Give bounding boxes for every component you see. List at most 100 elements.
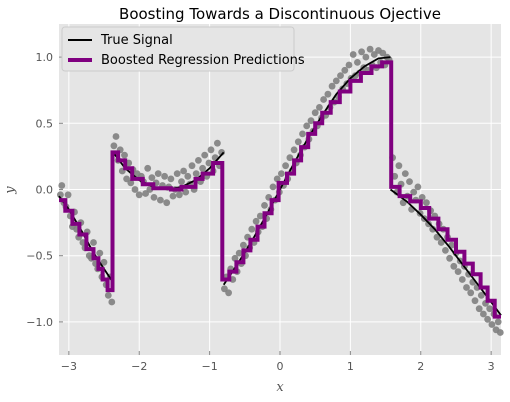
data-point — [184, 172, 192, 180]
y-tick-label: −0.5 — [26, 250, 53, 263]
data-point — [131, 186, 139, 193]
data-point — [173, 170, 181, 178]
data-point — [341, 66, 349, 74]
data-point — [423, 199, 430, 207]
data-point — [195, 157, 202, 164]
data-point — [188, 162, 196, 170]
data-point — [458, 276, 466, 283]
legend: True Signal Boosted Regression Predictio… — [61, 26, 305, 72]
y-tick-label: −1.0 — [26, 316, 53, 329]
data-point — [463, 284, 470, 291]
data-point — [256, 212, 264, 220]
data-point — [494, 318, 502, 326]
x-tick-label: −2 — [131, 360, 147, 373]
data-point — [169, 192, 177, 200]
data-point — [484, 315, 491, 323]
data-point — [303, 122, 311, 130]
data-point — [290, 146, 298, 154]
data-point — [163, 199, 171, 207]
predictions-line — [59, 60, 501, 319]
data-point — [104, 292, 112, 299]
data-point — [311, 109, 319, 117]
data-point — [486, 305, 494, 313]
data-point — [182, 188, 190, 196]
data-point — [366, 45, 374, 53]
data-point — [127, 179, 135, 187]
data-point — [316, 104, 323, 111]
data-point — [358, 48, 365, 56]
data-point — [148, 174, 156, 182]
y-tick-label: 0.5 — [36, 117, 54, 130]
data-point — [320, 96, 327, 103]
y-tick-label: 0.0 — [36, 184, 54, 197]
data-point — [178, 178, 185, 186]
data-point — [235, 249, 243, 257]
data-point — [261, 202, 268, 209]
data-point — [225, 289, 233, 297]
x-tick-label: −1 — [202, 360, 218, 373]
data-point — [248, 225, 256, 233]
data-point — [433, 233, 441, 241]
legend-predictions-label: Boosted Regression Predictions — [101, 53, 305, 68]
data-point — [442, 247, 449, 254]
data-point — [180, 167, 188, 175]
data-point — [414, 183, 422, 191]
data-point — [112, 133, 120, 140]
data-point — [176, 191, 183, 199]
data-point — [345, 61, 353, 69]
data-point — [207, 146, 215, 154]
chart-title: Boosting Towards a Discontinuous Ojectiv… — [119, 5, 441, 23]
x-tick-label: 3 — [488, 360, 495, 373]
x-tick-label: 0 — [277, 360, 284, 373]
legend-true-signal-label: True Signal — [100, 33, 173, 48]
data-point — [471, 297, 479, 305]
data-point — [167, 175, 175, 183]
data-point — [154, 170, 162, 178]
data-point — [349, 51, 357, 58]
data-point — [467, 289, 475, 297]
data-point — [496, 329, 504, 336]
data-point — [157, 196, 164, 204]
data-point — [90, 239, 97, 246]
x-axis-ticks: −3 −2 −1 0 1 2 3 — [61, 351, 495, 373]
x-tick-label: 1 — [347, 360, 354, 373]
x-axis-label: x — [276, 380, 284, 395]
data-point — [475, 305, 483, 313]
data-point — [231, 254, 239, 262]
data-point — [58, 182, 66, 189]
lines-layer — [58, 56, 502, 319]
data-point — [446, 254, 453, 262]
data-point — [64, 191, 72, 199]
data-point — [406, 178, 413, 186]
data-point — [454, 268, 462, 275]
data-point — [477, 292, 485, 299]
data-point — [354, 59, 361, 66]
x-tick-label: −3 — [61, 360, 77, 373]
data-point — [480, 310, 487, 318]
data-point — [437, 239, 445, 246]
data-point — [96, 249, 104, 257]
data-point — [278, 170, 285, 178]
data-point — [252, 217, 260, 225]
data-point — [161, 172, 169, 180]
data-point — [121, 151, 128, 159]
y-axis-label: y — [3, 186, 18, 195]
data-point — [282, 162, 289, 170]
legend-box — [61, 26, 295, 72]
data-point — [299, 130, 306, 138]
data-point — [100, 258, 108, 266]
data-point — [324, 90, 332, 98]
data-point — [150, 194, 158, 201]
data-point — [108, 298, 116, 306]
data-point — [240, 241, 247, 249]
data-point — [410, 188, 418, 196]
data-point — [144, 164, 152, 172]
data-point — [418, 194, 426, 201]
data-point — [328, 82, 336, 90]
data-point — [395, 162, 403, 170]
data-point — [294, 138, 302, 146]
data-point — [214, 139, 221, 147]
data-point — [362, 53, 370, 61]
y-axis-ticks: −1.0 −0.5 0.0 0.5 1.0 — [26, 51, 63, 329]
data-point — [201, 151, 209, 159]
